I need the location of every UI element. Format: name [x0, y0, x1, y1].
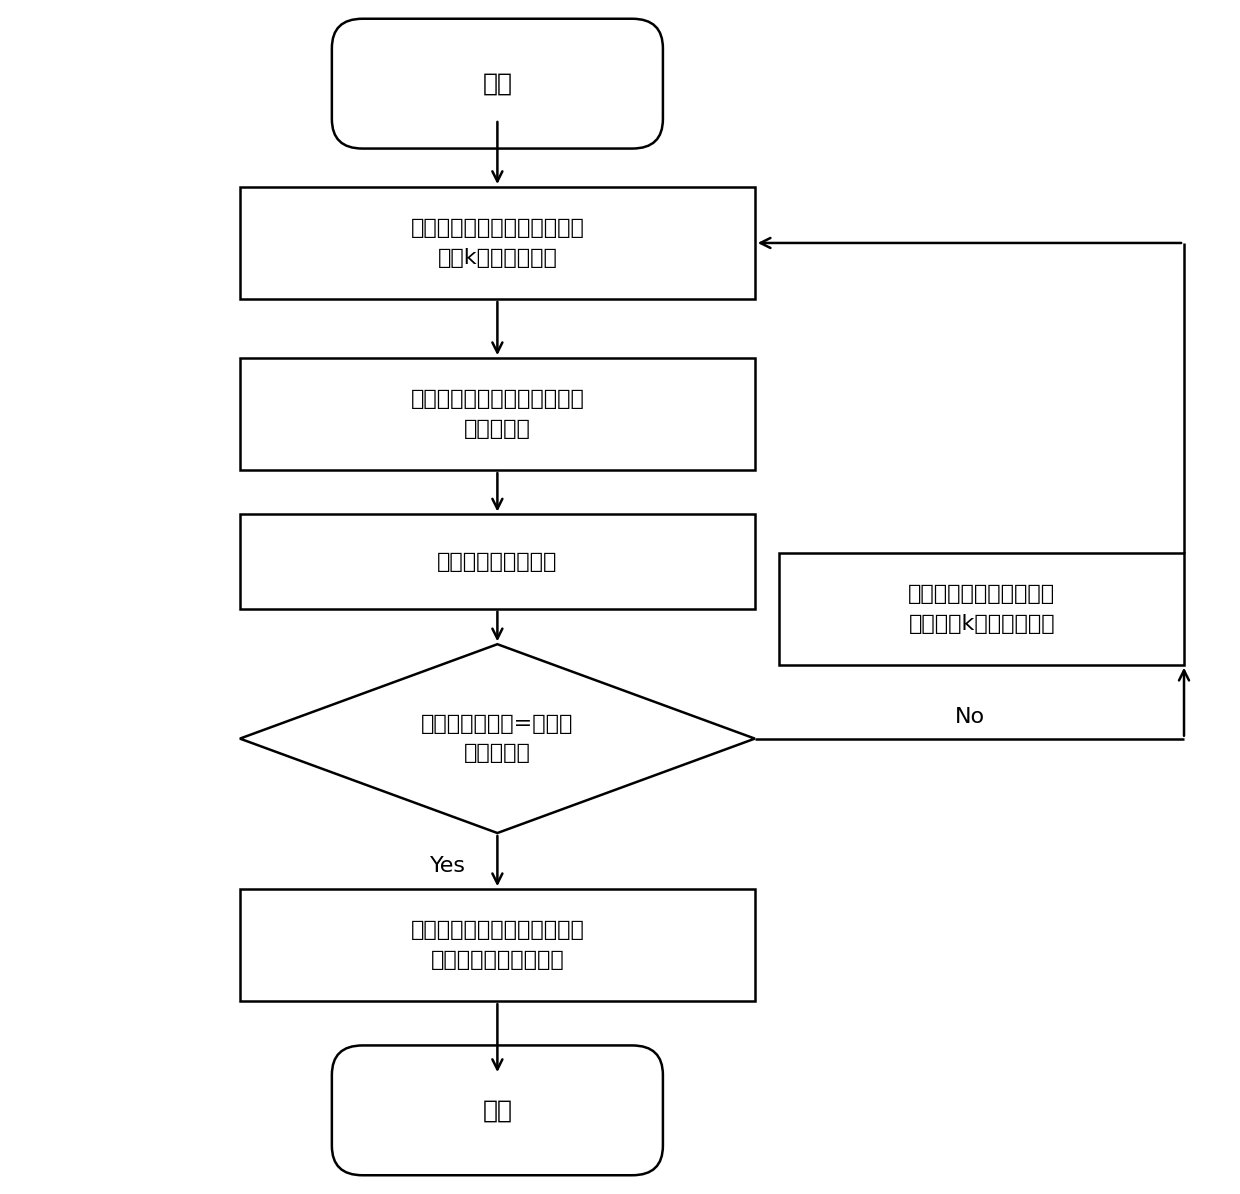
Text: 最大匹配成功率对应的时间推
移量为最优时间推移量: 最大匹配成功率对应的时间推 移量为最优时间推移量	[410, 921, 584, 970]
Text: 结束: 结束	[482, 1098, 512, 1122]
Bar	[239, 515, 755, 609]
Bar	[780, 553, 1184, 665]
FancyBboxPatch shape	[332, 19, 663, 148]
Text: 计算匹配测试成功率: 计算匹配测试成功率	[438, 552, 558, 572]
Text: Yes: Yes	[430, 856, 466, 876]
Text: 在时间推移量解空间中生成第
一批k个时间推移量: 在时间推移量解空间中生成第 一批k个时间推移量	[410, 219, 584, 267]
Text: No: No	[955, 707, 985, 727]
Bar	[239, 187, 755, 298]
Polygon shape	[239, 645, 755, 833]
Text: 计算匹配成功率，并找出最大
匹配成功率: 计算匹配成功率，并找出最大 匹配成功率	[410, 389, 584, 439]
Text: 最大匹配成功率=匹配测
试成功率？: 最大匹配成功率=匹配测 试成功率？	[422, 714, 574, 763]
Text: 在时间推移量解空间中生
成下一批k个时间推移量: 在时间推移量解空间中生 成下一批k个时间推移量	[908, 584, 1055, 634]
Bar	[239, 358, 755, 470]
FancyBboxPatch shape	[332, 1046, 663, 1175]
Text: 开始: 开始	[482, 72, 512, 96]
Bar	[239, 890, 755, 1002]
